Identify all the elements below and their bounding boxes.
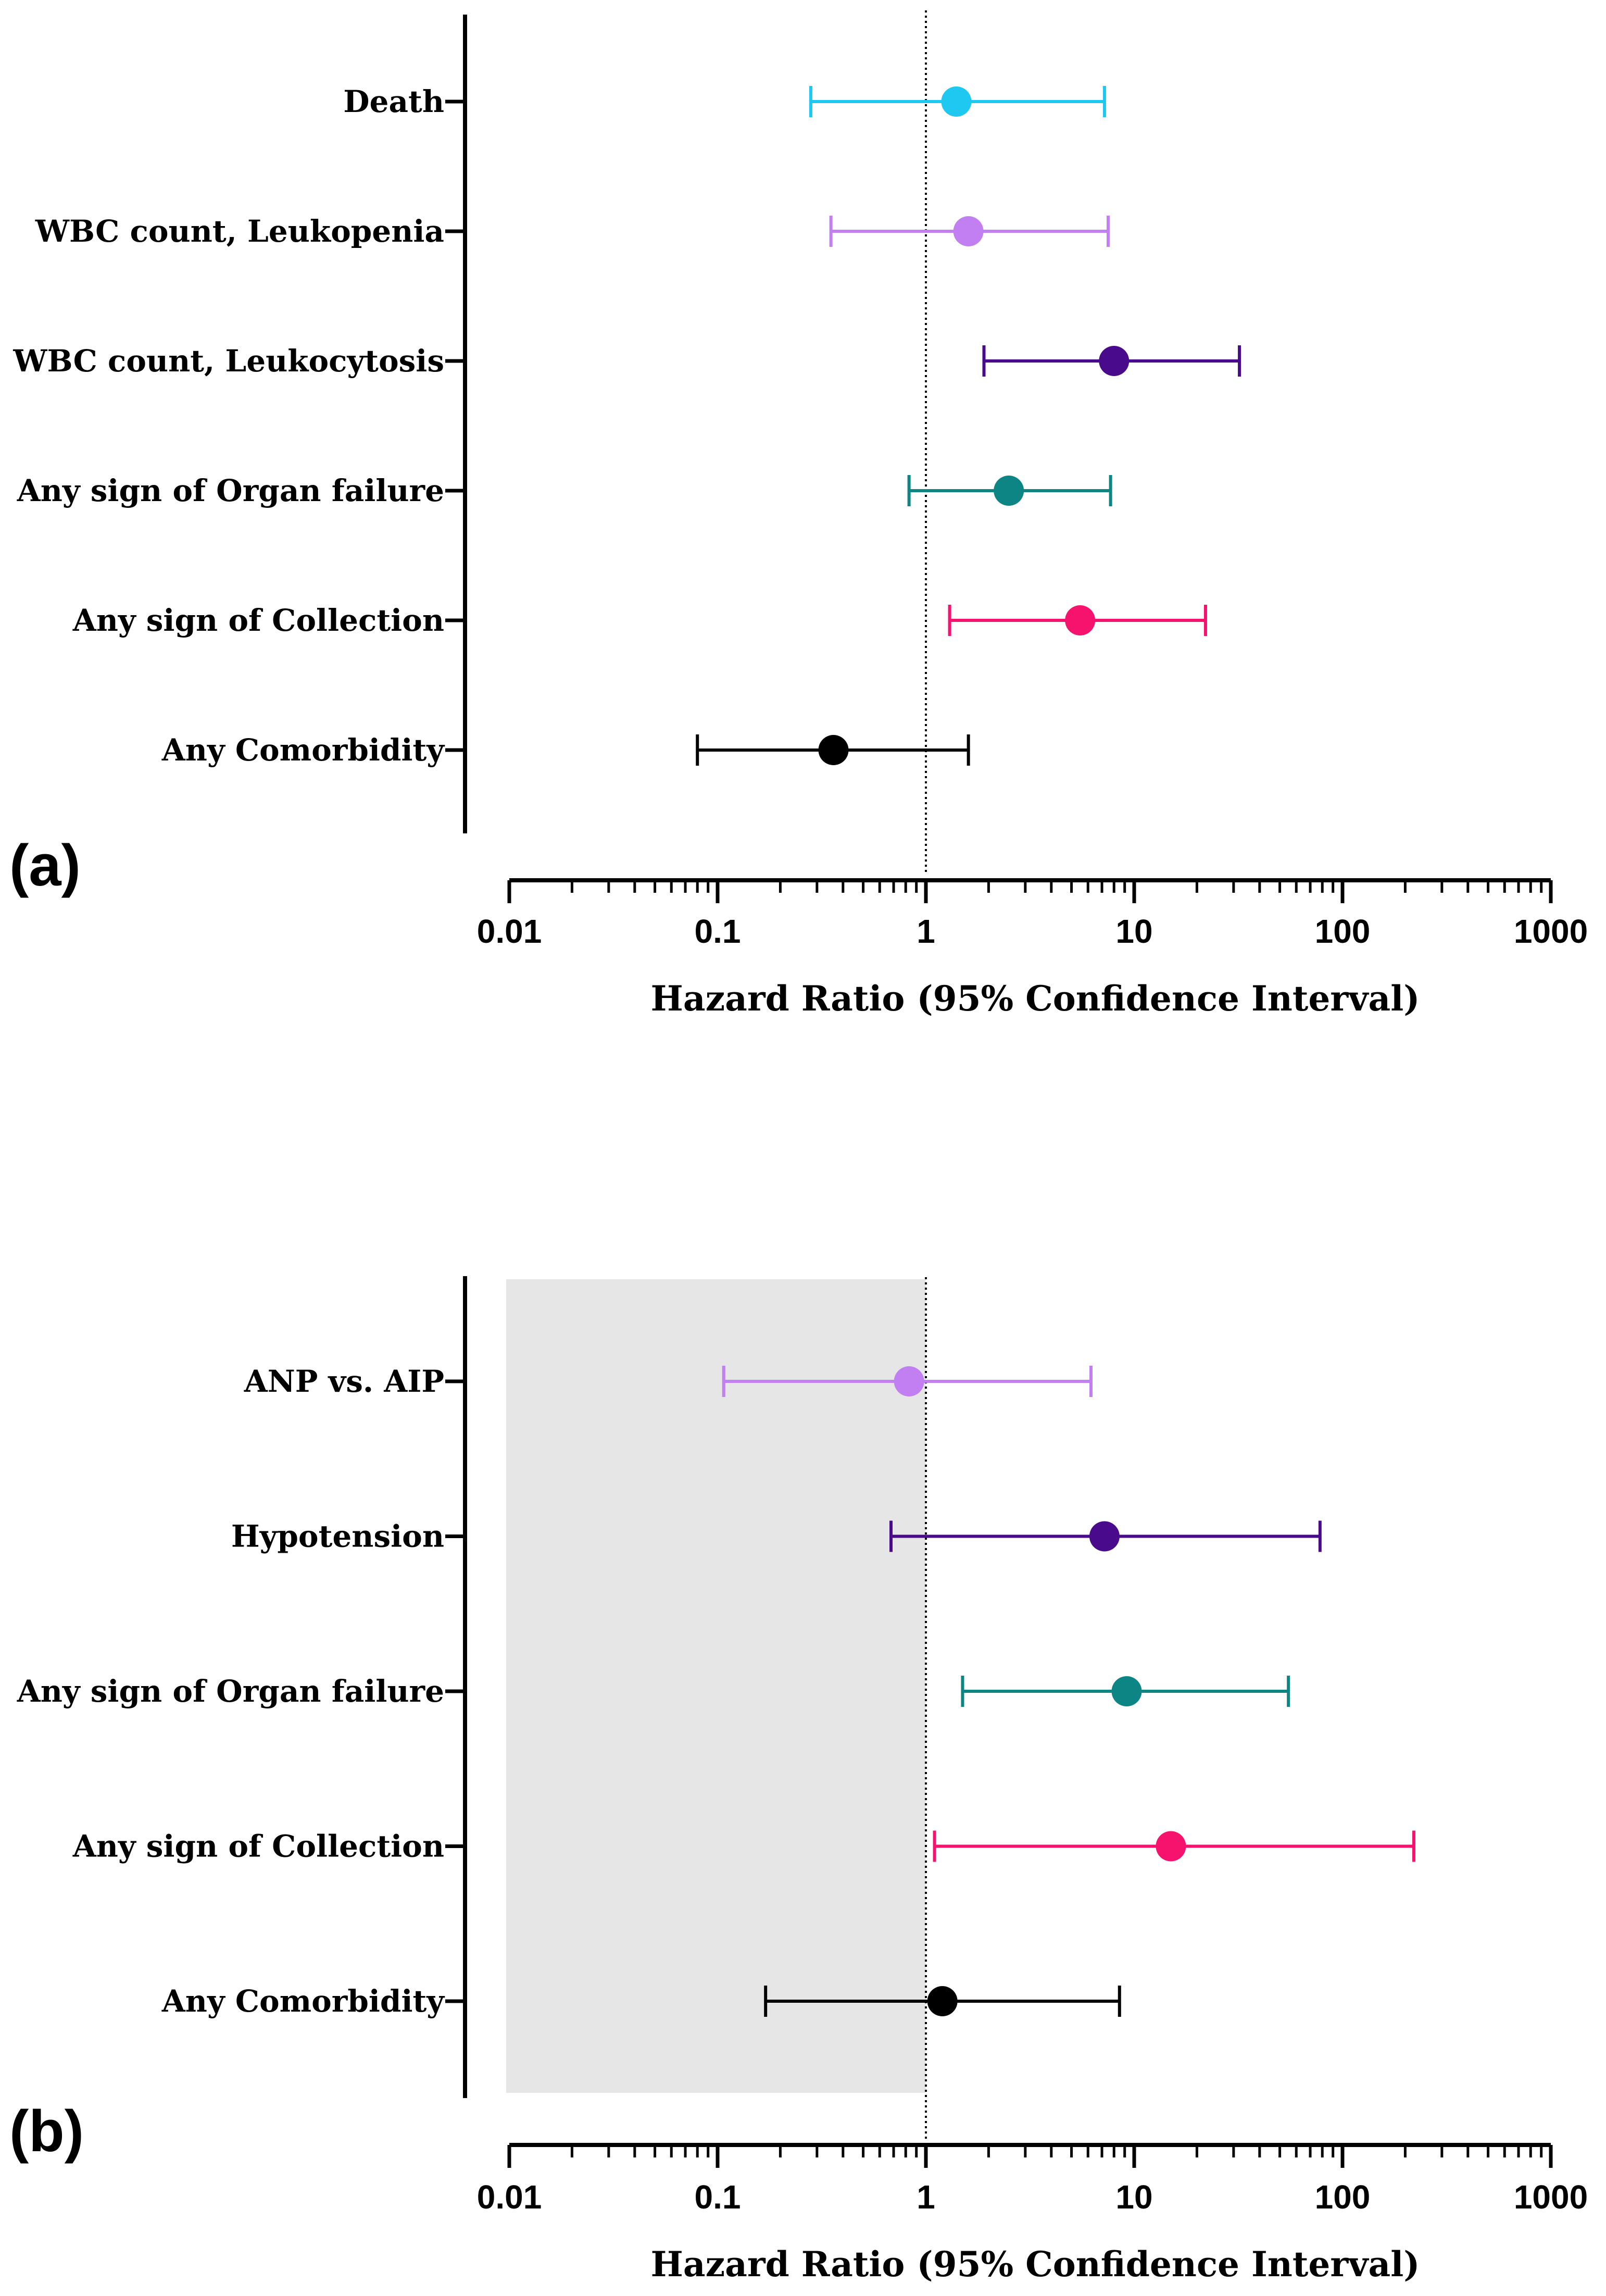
- x-tick-label: 100: [1315, 2178, 1371, 2216]
- x-tick-label: 0.01: [477, 2178, 542, 2216]
- hr-point: [894, 1366, 924, 1396]
- row-label: Any sign of Organ failure: [17, 473, 444, 508]
- x-tick-label: 1: [917, 2178, 935, 2216]
- row-label: Any sign of Collection: [72, 603, 444, 638]
- hr-point: [818, 735, 849, 765]
- x-tick-label: 10: [1115, 913, 1152, 950]
- row-label: Any Comorbidity: [161, 1983, 445, 2019]
- row-label: Death: [343, 84, 444, 119]
- hr-point: [927, 1986, 958, 2016]
- hr-point: [941, 86, 972, 117]
- panel-label: (b): [9, 2099, 84, 2164]
- row-label: ANP vs. AIP: [244, 1364, 444, 1399]
- x-tick-label: 0.01: [477, 913, 542, 950]
- x-tick-label: 1: [917, 913, 935, 950]
- hr-point: [1099, 346, 1130, 376]
- hr-point: [953, 216, 984, 246]
- x-tick-label: 100: [1315, 913, 1371, 950]
- row-label: Any sign of Collection: [72, 1829, 444, 1864]
- x-tick-label: 1000: [1514, 2178, 1588, 2216]
- panel-label: (a): [9, 833, 81, 898]
- panel-b: ANP vs. AIP Hypotension Any sign of Organ …: [9, 1276, 1588, 2285]
- row-label: Hypotension: [231, 1519, 444, 1554]
- row-label: Any sign of Organ failure: [17, 1674, 444, 1709]
- hr-point: [1089, 1521, 1120, 1552]
- x-axis-label: Hazard Ratio (95% Confidence Interval): [650, 2244, 1420, 2285]
- row-label: Any Comorbidity: [161, 732, 445, 768]
- row-label: WBC count, Leukopenia: [35, 214, 444, 249]
- shaded-region: [506, 1279, 926, 2093]
- hr-point: [1065, 605, 1096, 635]
- panel-a: Death WBC count, Leukopenia WBC count, Leu…: [9, 10, 1588, 1019]
- x-tick-label: 10: [1115, 2178, 1152, 2216]
- x-tick-label: 0.1: [695, 913, 741, 950]
- x-tick-label: 0.1: [695, 2178, 741, 2216]
- hr-point: [1111, 1676, 1142, 1706]
- row-label: WBC count, Leukocytosis: [12, 343, 444, 379]
- hr-point: [994, 476, 1024, 506]
- hr-point: [1156, 1831, 1186, 1862]
- x-axis-label: Hazard Ratio (95% Confidence Interval): [650, 978, 1420, 1019]
- x-tick-label: 1000: [1514, 913, 1588, 950]
